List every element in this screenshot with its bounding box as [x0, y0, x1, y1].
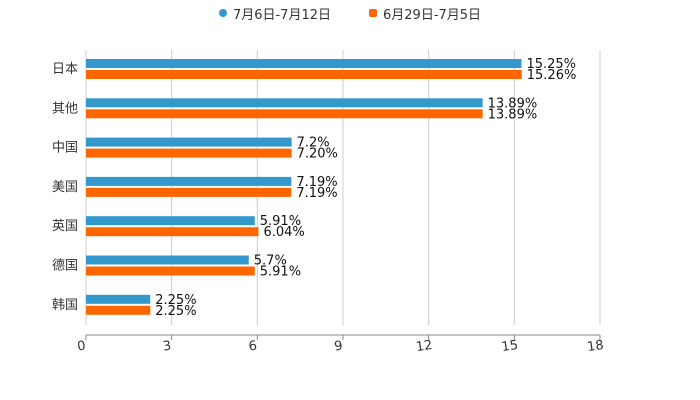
- value-label-series-b: 7.20%: [297, 147, 338, 162]
- x-tick-label: 18: [586, 338, 604, 355]
- chart-legend: 7月6日-7月12日 6月29日-7月5日: [0, 4, 700, 23]
- legend-label-series-a: 7月6日-7月12日: [232, 7, 331, 23]
- category-label: 韩国: [52, 298, 78, 313]
- x-tick-label: 3: [162, 339, 172, 355]
- x-tick-label: 9: [333, 339, 343, 355]
- value-label-series-a: 15.25%: [526, 57, 576, 72]
- bar-series-a[interactable]: [86, 216, 255, 226]
- bar-series-a[interactable]: [86, 294, 151, 304]
- x-tick-label: 12: [415, 338, 433, 355]
- legend-marker-series-b: [369, 9, 377, 17]
- bar-series-b[interactable]: [86, 305, 151, 315]
- legend-marker-series-a: [218, 9, 227, 17]
- bar-series-b[interactable]: [86, 70, 522, 79]
- category-label: 美国: [52, 180, 78, 195]
- category-label: 德国: [52, 259, 78, 274]
- legend-label-series-b: 6月29日-7月5日: [383, 7, 482, 23]
- value-label-series-b: 13.89%: [488, 107, 538, 122]
- value-label-series-a: 5.7%: [254, 254, 287, 269]
- value-label-series-b: 6.04%: [263, 225, 304, 240]
- value-label-series-b: 2.25%: [155, 304, 196, 319]
- value-label-series-a: 7.2%: [297, 136, 330, 151]
- bar-series-a[interactable]: [86, 255, 249, 265]
- category-label: 英国: [52, 219, 78, 234]
- category-label: 中国: [52, 141, 78, 156]
- category-label: 其他: [52, 101, 78, 116]
- value-label-series-a: 7.19%: [296, 175, 337, 190]
- value-label-series-b: 5.91%: [260, 265, 301, 280]
- value-label-series-a: 5.91%: [260, 214, 301, 229]
- bar-series-a[interactable]: [86, 137, 292, 147]
- category-label: 日本: [52, 62, 78, 77]
- bar-series-a[interactable]: [86, 59, 522, 68]
- legend-item-series-b[interactable]: 6月29日-7月5日: [369, 4, 482, 23]
- x-tick-label: 6: [248, 339, 258, 355]
- value-label-series-a: 13.89%: [488, 96, 538, 111]
- bar-series-b[interactable]: [86, 266, 255, 276]
- bar-series-a[interactable]: [86, 98, 483, 108]
- bar-series-b[interactable]: [86, 148, 292, 158]
- bar-series-b[interactable]: [86, 109, 483, 119]
- legend-item-series-a[interactable]: 7月6日-7月12日: [218, 4, 331, 23]
- bar-series-b[interactable]: [86, 227, 259, 237]
- x-tick-label: 15: [501, 338, 519, 355]
- bar-series-a[interactable]: [86, 176, 292, 186]
- value-label-series-a: 2.25%: [155, 293, 196, 308]
- value-label-series-b: 15.26%: [527, 68, 577, 83]
- x-tick-label: 0: [76, 339, 86, 355]
- value-label-series-b: 7.19%: [296, 186, 337, 201]
- bar-series-b[interactable]: [86, 187, 292, 197]
